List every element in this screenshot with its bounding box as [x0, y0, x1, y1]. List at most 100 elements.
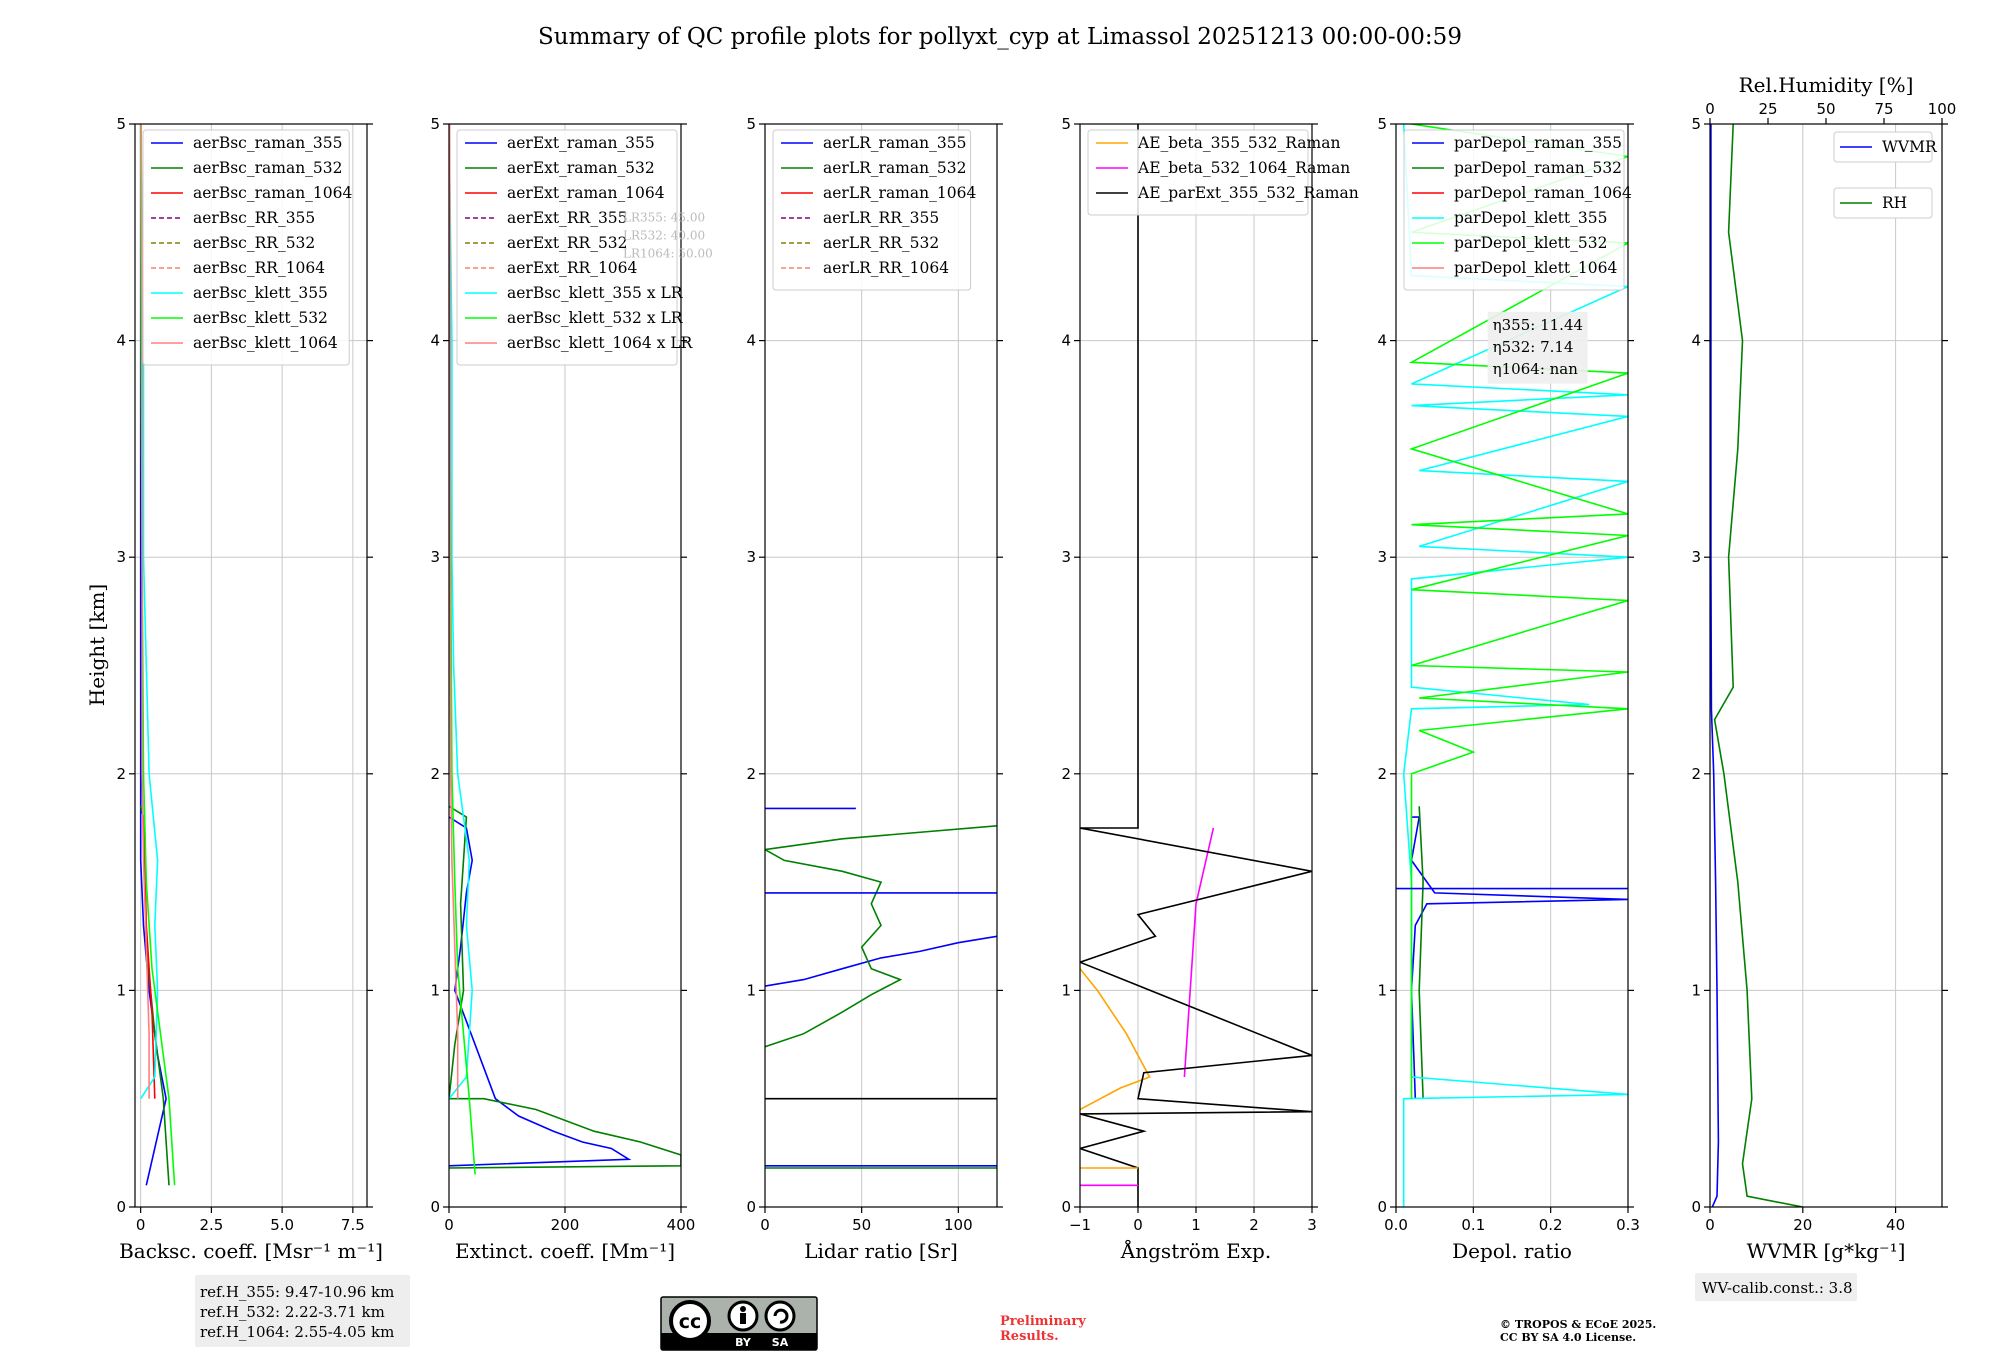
y-tick-label: 4	[746, 332, 756, 350]
y-tick-label: 2	[1061, 765, 1071, 783]
y-tick-label: 3	[746, 548, 756, 566]
y-tick-label: 4	[1061, 332, 1071, 350]
legend-box	[1833, 187, 1933, 219]
y-tick-label: 5	[116, 115, 126, 133]
series-line-pardepol-raman-532	[1418, 806, 1424, 1099]
legend-entry: aerBsc_klett_532 x LR	[507, 309, 684, 327]
x-axis-label: WVMR [g*kg⁻¹]	[1747, 1239, 1906, 1263]
y-tick-label: 5	[1377, 115, 1387, 133]
series-line-aerext-raman-532	[449, 805, 681, 1169]
x-tick-label: 100	[944, 1216, 973, 1234]
preliminary-line-1: Preliminary	[1000, 1314, 1086, 1329]
legend-entry: aerLR_raman_532	[823, 159, 966, 177]
legend-entry: aerLR_RR_355	[823, 209, 939, 227]
legend-entry: aerExt_raman_1064	[507, 184, 665, 202]
panel-1: 0 1 2 3 4 5 0 2.5 5.0 7.5 Backsc. coeff. [Msr⁻¹ m⁻…	[116, 115, 382, 1263]
legend-entry: aerLR_raman_1064	[823, 184, 976, 202]
y-tick-label: 2	[746, 765, 756, 783]
top-x-tick-label: 50	[1816, 100, 1835, 118]
plot-area	[449, 124, 681, 1175]
y-tick-label: 3	[1061, 548, 1071, 566]
x-tick-label: 50	[852, 1216, 871, 1234]
legend-box	[1087, 129, 1309, 216]
series-line-wvmr	[1710, 124, 1720, 1207]
refh-532: ref.H_532: 2.22-3.71 km	[200, 1303, 385, 1321]
svg-text:SA: SA	[772, 1336, 789, 1349]
legend-box	[772, 129, 972, 291]
preliminary-line-2: Results.	[1000, 1329, 1059, 1344]
legend-entry: AE_parExt_355_532_Raman	[1137, 184, 1359, 202]
y-tick-label: 0	[1691, 1198, 1701, 1216]
series-line-ae-beta-355-532-raman	[1080, 968, 1151, 1111]
x-tick-label: 0.2	[1539, 1216, 1563, 1234]
legend-entry: aerBsc_raman_1064	[193, 184, 353, 202]
eta-annotation: η355: 11.44	[1493, 316, 1583, 334]
axes-frame	[764, 123, 998, 1208]
legend-entry: RH	[1882, 194, 1907, 212]
cc-license-badge: cc BY SA	[660, 1296, 818, 1351]
y-tick-label: 5	[430, 115, 440, 133]
y-axis-label: Height [km]	[85, 584, 109, 706]
series-line-aerbsc-klett-1064	[140, 124, 150, 1099]
top-x-tick-label: 0	[1705, 100, 1715, 118]
legend-entry: aerExt_raman_532	[507, 159, 655, 177]
panel-2: 0 1 2 3 4 5 0 200 400 Extinct. coeff. [Mm⁻¹] aerEx…	[430, 115, 712, 1263]
y-tick-label: 2	[116, 765, 126, 783]
y-tick-label: 0	[116, 1198, 126, 1216]
series-line-aerext-raman-355	[449, 816, 632, 1167]
x-tick-label: 1	[1191, 1216, 1201, 1234]
y-tick-label: 3	[116, 548, 126, 566]
panel-5: 0 1 2 3 4 5 0.0 0.1 0.2 0.3 Depol. ratio parDepol_r…	[1377, 115, 1639, 1263]
y-tick-label: 3	[430, 548, 440, 566]
svg-text:cc: cc	[679, 1311, 702, 1333]
y-tick-label: 3	[1377, 548, 1387, 566]
lr-annotation: LR532: 40.00	[623, 228, 705, 242]
legend-entry: aerBsc_RR_355	[193, 209, 315, 227]
x-tick-label: 7.5	[341, 1216, 365, 1234]
series-line-aerbsc-raman-1064	[142, 817, 156, 1099]
series-line-pardepol-raman-355	[1410, 816, 1628, 1099]
lr-annotation: LR355: 45.00	[623, 210, 705, 224]
axes-frame	[134, 123, 368, 1208]
x-tick-label: 200	[551, 1216, 580, 1234]
x-tick-label: 0.0	[1384, 1216, 1408, 1234]
y-tick-label: 4	[1377, 332, 1387, 350]
legend-box	[142, 129, 350, 366]
legend-entry: aerBsc_klett_1064	[193, 334, 338, 352]
reference-height-box: ref.H_355: 9.47-10.96 km ref.H_532: 2.22…	[195, 1275, 410, 1347]
legend-entry: parDepol_raman_1064	[1454, 184, 1632, 202]
x-tick-label: 0	[760, 1216, 770, 1234]
sa-icon	[764, 1300, 796, 1332]
legend-entry: parDepol_raman_532	[1454, 159, 1622, 177]
x-tick-label: 0.1	[1461, 1216, 1485, 1234]
legend-box	[456, 129, 678, 366]
legend-entry: aerBsc_RR_532	[193, 234, 315, 252]
legend-entry: aerBsc_klett_355	[193, 284, 328, 302]
eta-annotation: η532: 7.14	[1493, 338, 1574, 356]
x-tick-label: 0.3	[1616, 1216, 1640, 1234]
x-tick-label: 2	[1249, 1216, 1259, 1234]
top-x-tick-label: 75	[1874, 100, 1893, 118]
top-x-axis-label: Rel.Humidity [%]	[1739, 73, 1914, 97]
wv-calib-const: WV-calib.const.: 3.8	[1702, 1279, 1853, 1297]
x-tick-label: −1	[1069, 1216, 1091, 1234]
top-x-tick-label: 100	[1928, 100, 1957, 118]
y-tick-label: 1	[1377, 981, 1387, 999]
copyright-line-2: CC BY SA 4.0 License.	[1500, 1331, 1636, 1344]
x-tick-label: 0	[1705, 1216, 1715, 1234]
y-tick-label: 2	[1691, 765, 1701, 783]
x-axis-label: Depol. ratio	[1452, 1239, 1572, 1263]
legend-box	[1833, 131, 1933, 163]
legend-entry: aerBsc_klett_1064 x LR	[507, 334, 694, 352]
legend-entry: aerBsc_raman_355	[193, 134, 343, 152]
plot-area	[139, 124, 176, 1186]
svg-text:BY: BY	[735, 1336, 752, 1349]
y-tick-label: 2	[1377, 765, 1387, 783]
x-tick-label: 3	[1307, 1216, 1317, 1234]
series-line-ae-parext-355-532-raman	[1080, 124, 1312, 1207]
y-tick-label: 4	[116, 332, 126, 350]
y-tick-label: 1	[116, 981, 126, 999]
